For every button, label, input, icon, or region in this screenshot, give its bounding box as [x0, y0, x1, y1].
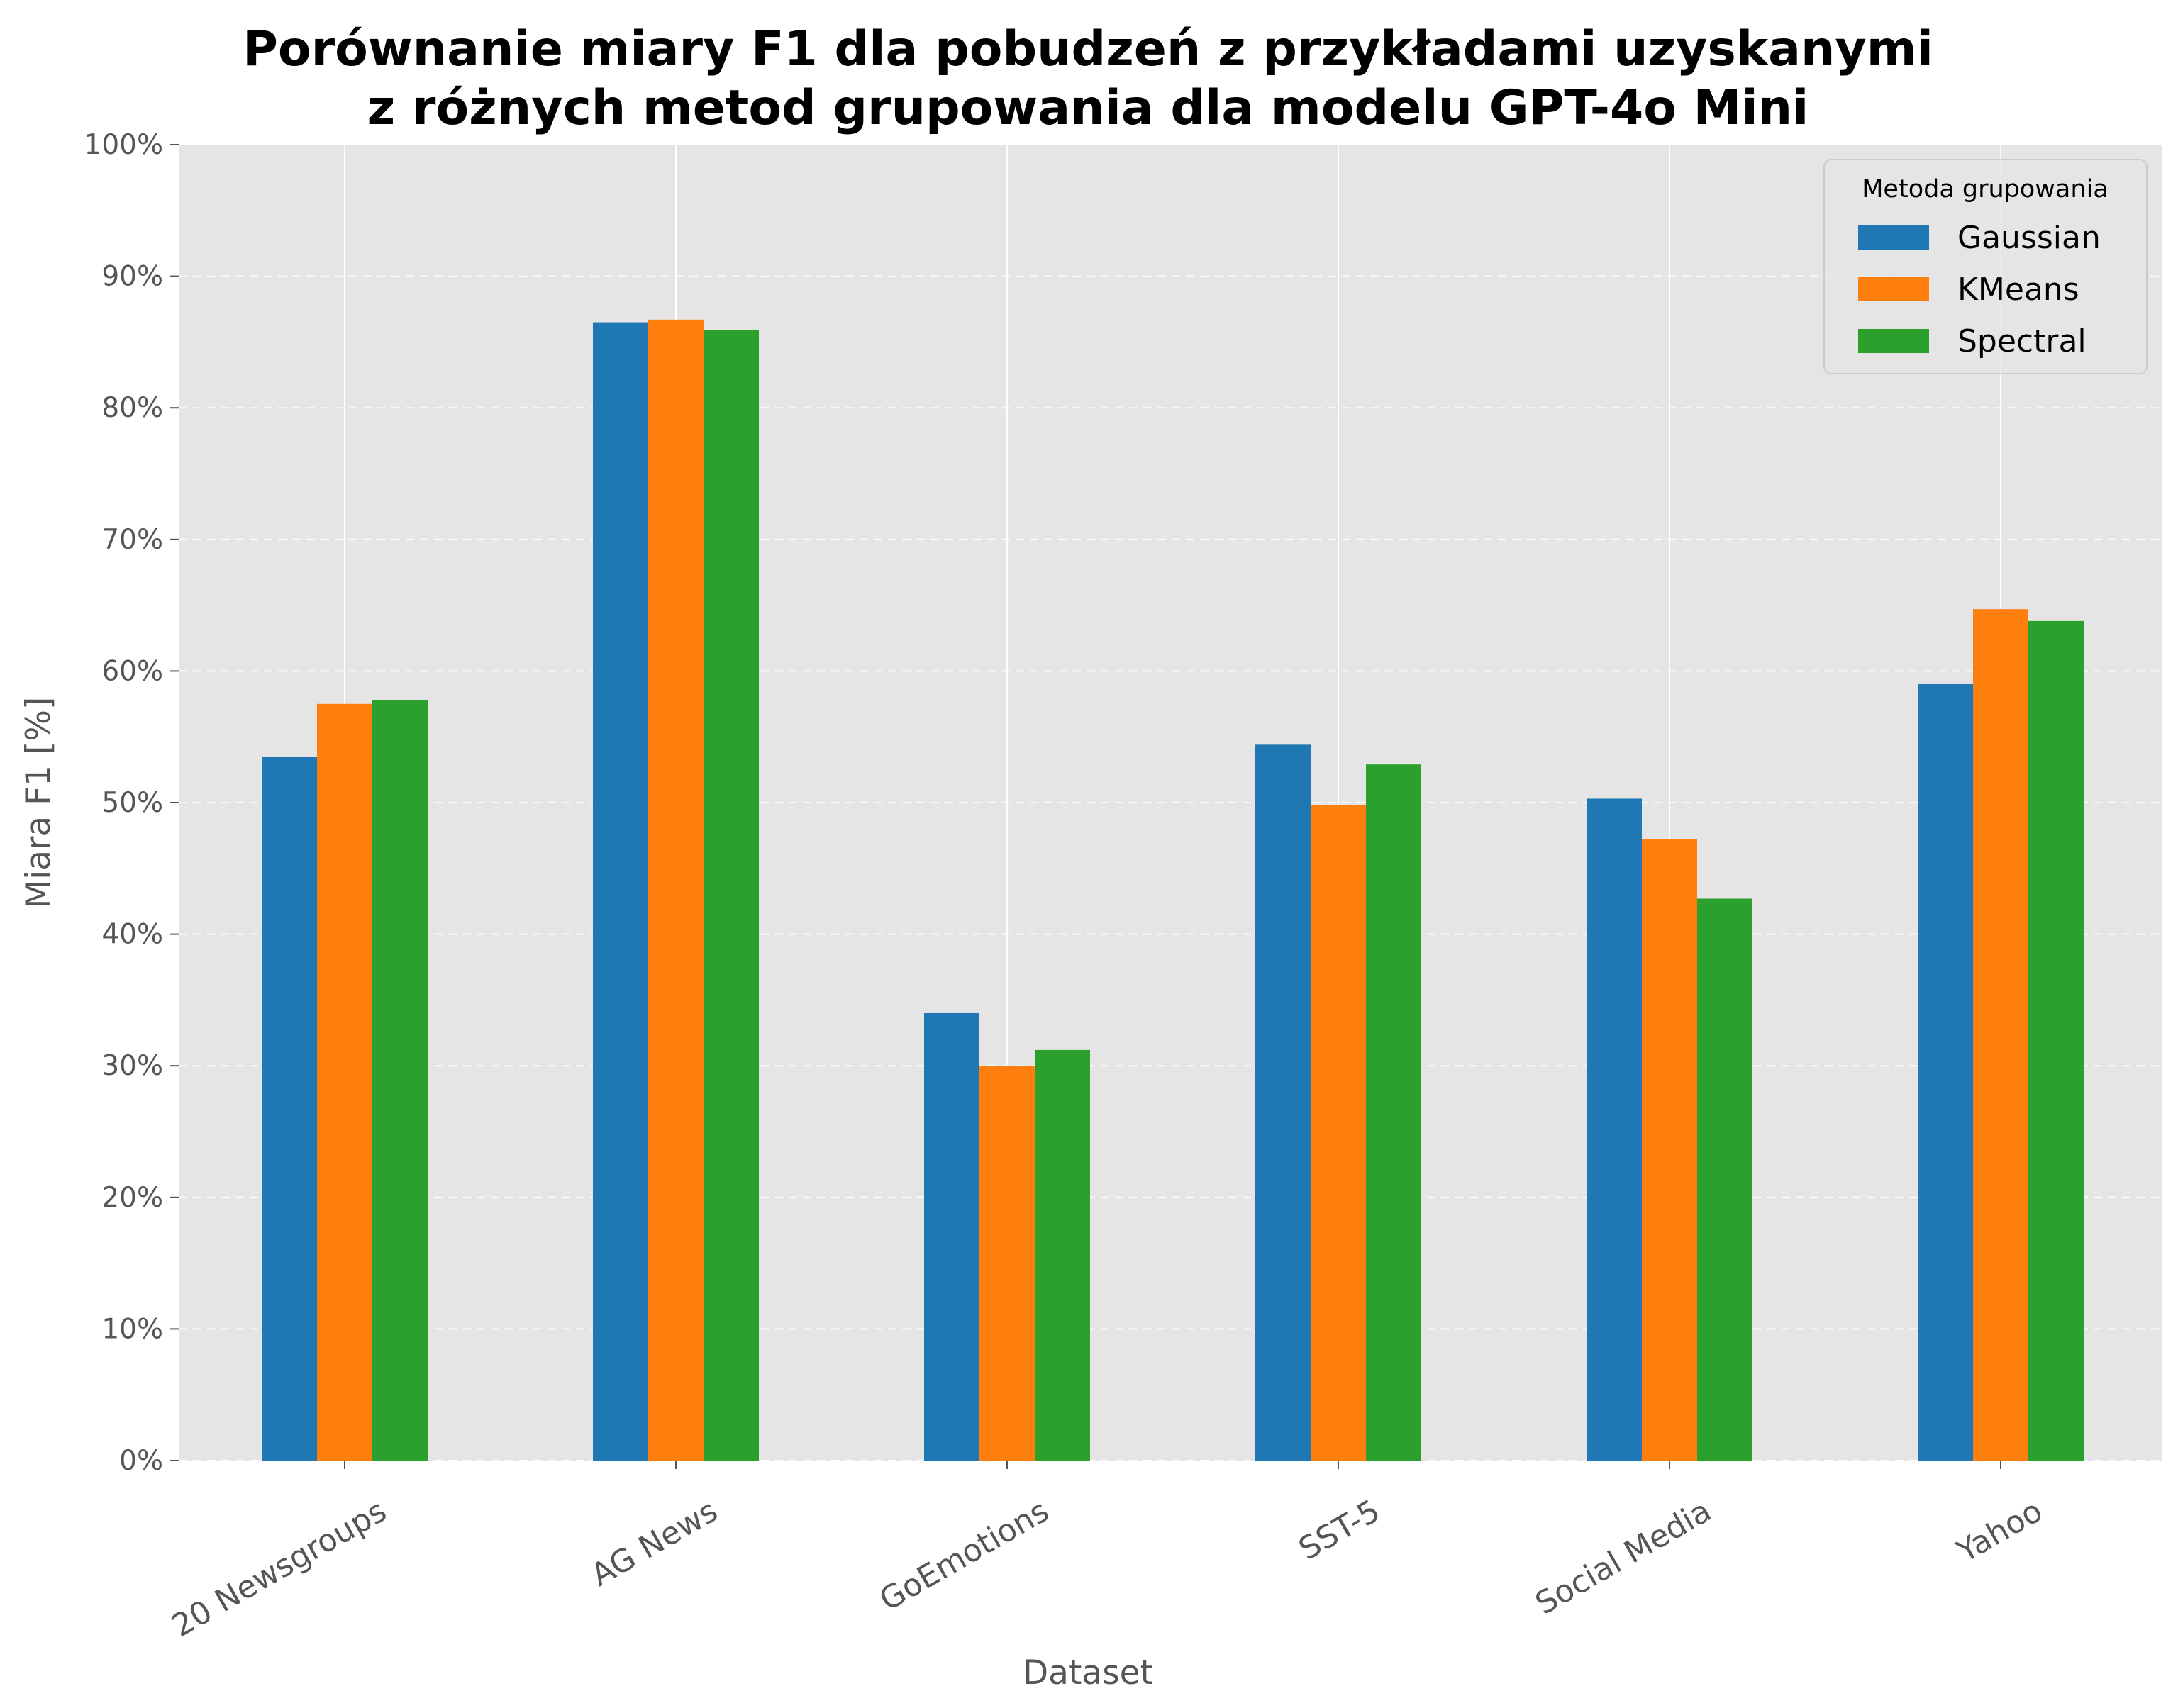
- bar-gaussian-sst-5: [1255, 744, 1311, 1461]
- y-tick-label: 60%: [101, 655, 163, 687]
- bars: [262, 319, 2084, 1461]
- legend-swatch-spectral: [1858, 329, 1929, 353]
- bar-kmeans-social-media: [1642, 839, 1697, 1461]
- bar-kmeans-yahoo: [1973, 609, 2028, 1461]
- legend-swatch-kmeans: [1858, 277, 1929, 301]
- y-tick-label: 90%: [101, 261, 163, 293]
- bar-spectral-sst-5: [1366, 764, 1421, 1461]
- legend-title: Metoda grupowania: [1862, 175, 2108, 203]
- bar-kmeans-20-newsgroups: [317, 703, 372, 1461]
- bar-spectral-20-newsgroups: [372, 700, 428, 1461]
- y-tick-label: 70%: [101, 524, 163, 556]
- legend-label-gaussian: Gaussian: [1957, 220, 2101, 256]
- legend-frame: [1823, 159, 2148, 374]
- y-tick-label: 30%: [101, 1050, 163, 1082]
- y-axis-ticks: 0% 10% 20% 30% 40% 50% 60% 70% 80% 90% 100%: [84, 129, 179, 1477]
- chart-title-line-1: Porównanie miary F1 dla pobudzeń z przyk…: [243, 21, 1933, 77]
- y-tick-label: 20%: [101, 1182, 163, 1214]
- bar-spectral-ag-news: [704, 330, 759, 1461]
- y-gridlines: [179, 144, 2162, 1461]
- bar-gaussian-yahoo: [1918, 683, 1973, 1461]
- bar-gaussian-social-media: [1587, 798, 1642, 1461]
- bar-gaussian-goemotions: [924, 1012, 979, 1461]
- bar-gaussian-ag-news: [593, 322, 648, 1461]
- y-tick-label: 40%: [101, 919, 163, 951]
- x-axis-label: Dataset: [1023, 1653, 1153, 1692]
- y-tick-label: 80%: [101, 392, 163, 424]
- bar-kmeans-goemotions: [979, 1066, 1035, 1461]
- legend-label-kmeans: KMeans: [1957, 272, 2079, 308]
- y-tick-label: 0%: [119, 1445, 163, 1477]
- y-tick-label: 100%: [84, 129, 164, 161]
- y-tick-label: 10%: [101, 1313, 163, 1345]
- chart-title-line-2: z różnych metod grupowania dla modelu GP…: [367, 80, 1809, 136]
- legend-items: Gaussian KMeans Spectral: [1858, 220, 2101, 359]
- legend: Metoda grupowania Gaussian KMeans Spectral: [1823, 159, 2148, 374]
- bar-kmeans-ag-news: [648, 319, 704, 1461]
- bar-spectral-social-media: [1697, 898, 1752, 1461]
- legend-label-spectral: Spectral: [1957, 323, 2087, 359]
- bar-kmeans-sst-5: [1311, 805, 1366, 1461]
- y-axis-label: Miara F1 [%]: [19, 697, 58, 909]
- legend-swatch-gaussian: [1858, 225, 1929, 250]
- bar-spectral-goemotions: [1035, 1049, 1090, 1461]
- bar-gaussian-20-newsgroups: [262, 757, 317, 1461]
- y-tick-label: 50%: [101, 787, 163, 819]
- bar-spectral-yahoo: [2028, 620, 2084, 1461]
